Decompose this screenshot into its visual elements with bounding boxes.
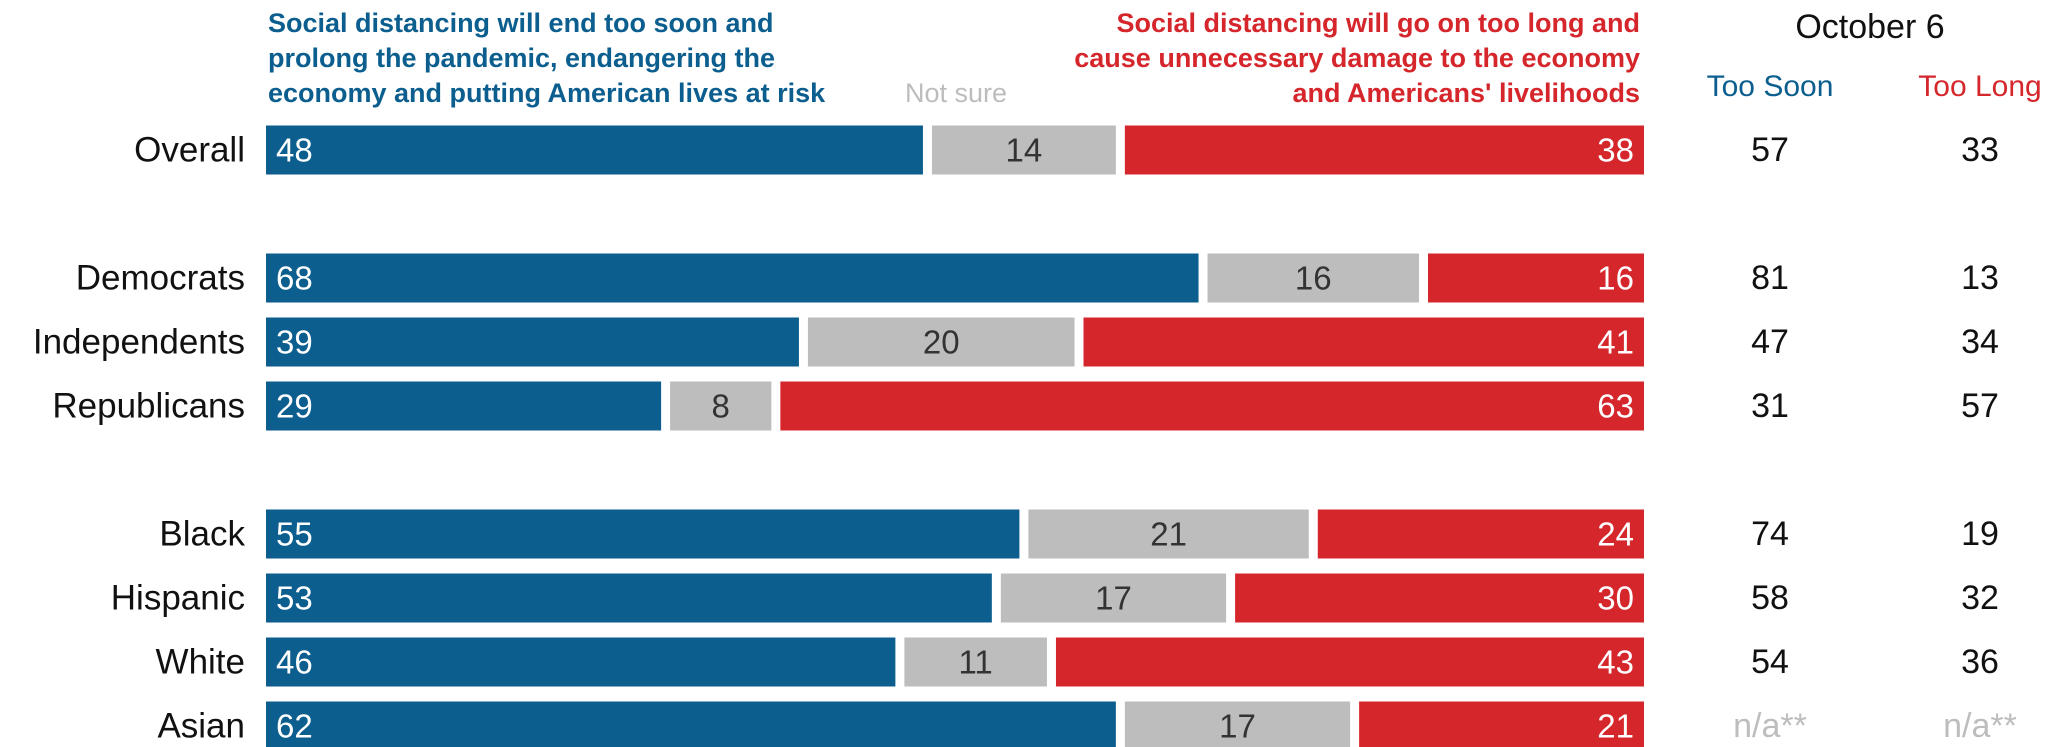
oct-too-long-white: 36 [1961,643,1999,681]
data-label-independents-segment-0: 39 [276,324,313,361]
bar-democrats-segment-2 [1428,253,1644,303]
bar-black-segment-2 [1317,509,1644,559]
data-label-white-segment-1: 11 [959,644,993,681]
bar-asian-segment-1 [1124,701,1351,747]
bar-white-segment-0 [266,637,896,687]
row-label-black: Black [159,515,245,554]
bar-independents-segment-1 [807,317,1075,367]
bar-democrats-segment-1 [1207,253,1420,303]
data-label-hispanic-segment-2: 30 [1597,580,1634,617]
row-label-overall: Overall [134,131,245,170]
bar-white-segment-1 [904,637,1047,687]
bar-black-segment-1 [1028,509,1309,559]
bar-independents-segment-2 [1083,317,1644,367]
row-label-hispanic: Hispanic [111,579,245,618]
data-label-black-segment-1: 21 [1150,516,1187,553]
data-label-independents-segment-2: 41 [1597,324,1634,361]
oct-too-long-independents: 34 [1961,323,1999,361]
data-label-black-segment-0: 55 [276,516,313,553]
bar-republicans-segment-1 [670,381,772,431]
comparison-title: October 6 [1795,8,1945,46]
data-label-hispanic-segment-1: 17 [1095,580,1132,617]
bar-overall-segment-2 [1124,125,1644,175]
oct-too-long-overall: 33 [1961,131,1999,169]
legend-too-soon: Social distancing will end too soon and … [268,8,826,108]
bar-independents-segment-0 [266,317,799,367]
oct-too-soon-independents: 47 [1751,323,1789,361]
data-label-democrats-segment-1: 16 [1295,260,1332,297]
data-label-republicans-segment-2: 63 [1597,388,1634,425]
data-label-democrats-segment-0: 68 [276,260,313,297]
data-label-hispanic-segment-0: 53 [276,580,313,617]
data-label-white-segment-2: 43 [1597,644,1634,681]
oct-too-long-asian: n/a** [1943,707,2017,745]
data-label-republicans-segment-1: 8 [712,388,730,425]
bar-hispanic-segment-2 [1235,573,1644,623]
data-label-independents-segment-1: 20 [923,324,960,361]
oct-too-long-republicans: 57 [1961,387,1999,425]
row-label-democrats: Democrats [76,259,245,298]
data-label-black-segment-2: 24 [1597,516,1634,553]
oct-too-soon-overall: 57 [1751,131,1789,169]
column-header-too-long: Too Long [1918,70,2042,103]
oct-too-long-black: 19 [1961,515,1999,553]
row-label-asian: Asian [157,707,245,746]
bar-republicans-segment-2 [780,381,1644,431]
data-label-asian-segment-0: 62 [276,708,313,745]
bar-white-segment-2 [1055,637,1644,687]
row-label-independents: Independents [33,323,245,362]
bar-republicans-segment-0 [266,381,662,431]
data-label-democrats-segment-2: 16 [1597,260,1634,297]
oct-too-long-democrats: 13 [1961,259,1999,297]
oct-too-soon-asian: n/a** [1733,707,1807,745]
row-label-white: White [156,643,245,682]
data-label-republicans-segment-0: 29 [276,388,313,425]
bar-democrats-segment-0 [266,253,1199,303]
column-header-too-soon: Too Soon [1706,70,1834,103]
bar-asian-segment-0 [266,701,1116,747]
oct-too-soon-republicans: 31 [1751,387,1789,425]
bar-asian-segment-2 [1359,701,1644,747]
oct-too-soon-white: 54 [1751,643,1789,681]
row-label-republicans: Republicans [52,387,245,426]
data-label-asian-segment-2: 21 [1597,708,1634,745]
oct-too-soon-hispanic: 58 [1751,579,1789,617]
data-label-overall-segment-1: 14 [1006,132,1043,169]
bar-hispanic-segment-0 [266,573,992,623]
oct-too-long-hispanic: 32 [1961,579,1999,617]
data-label-asian-segment-1: 17 [1219,708,1256,745]
bar-overall-segment-1 [931,125,1116,175]
oct-too-soon-black: 74 [1751,515,1789,553]
bar-hispanic-segment-1 [1000,573,1227,623]
data-label-white-segment-0: 46 [276,644,313,681]
oct-too-soon-democrats: 81 [1751,259,1789,297]
bar-overall-segment-0 [266,125,923,175]
bar-black-segment-0 [266,509,1020,559]
data-label-overall-segment-0: 48 [276,132,313,169]
legend-too-long: Social distancing will go on too long an… [1074,8,1640,108]
data-label-overall-segment-2: 38 [1597,132,1634,169]
legend-not-sure: Not sure [905,78,1008,108]
